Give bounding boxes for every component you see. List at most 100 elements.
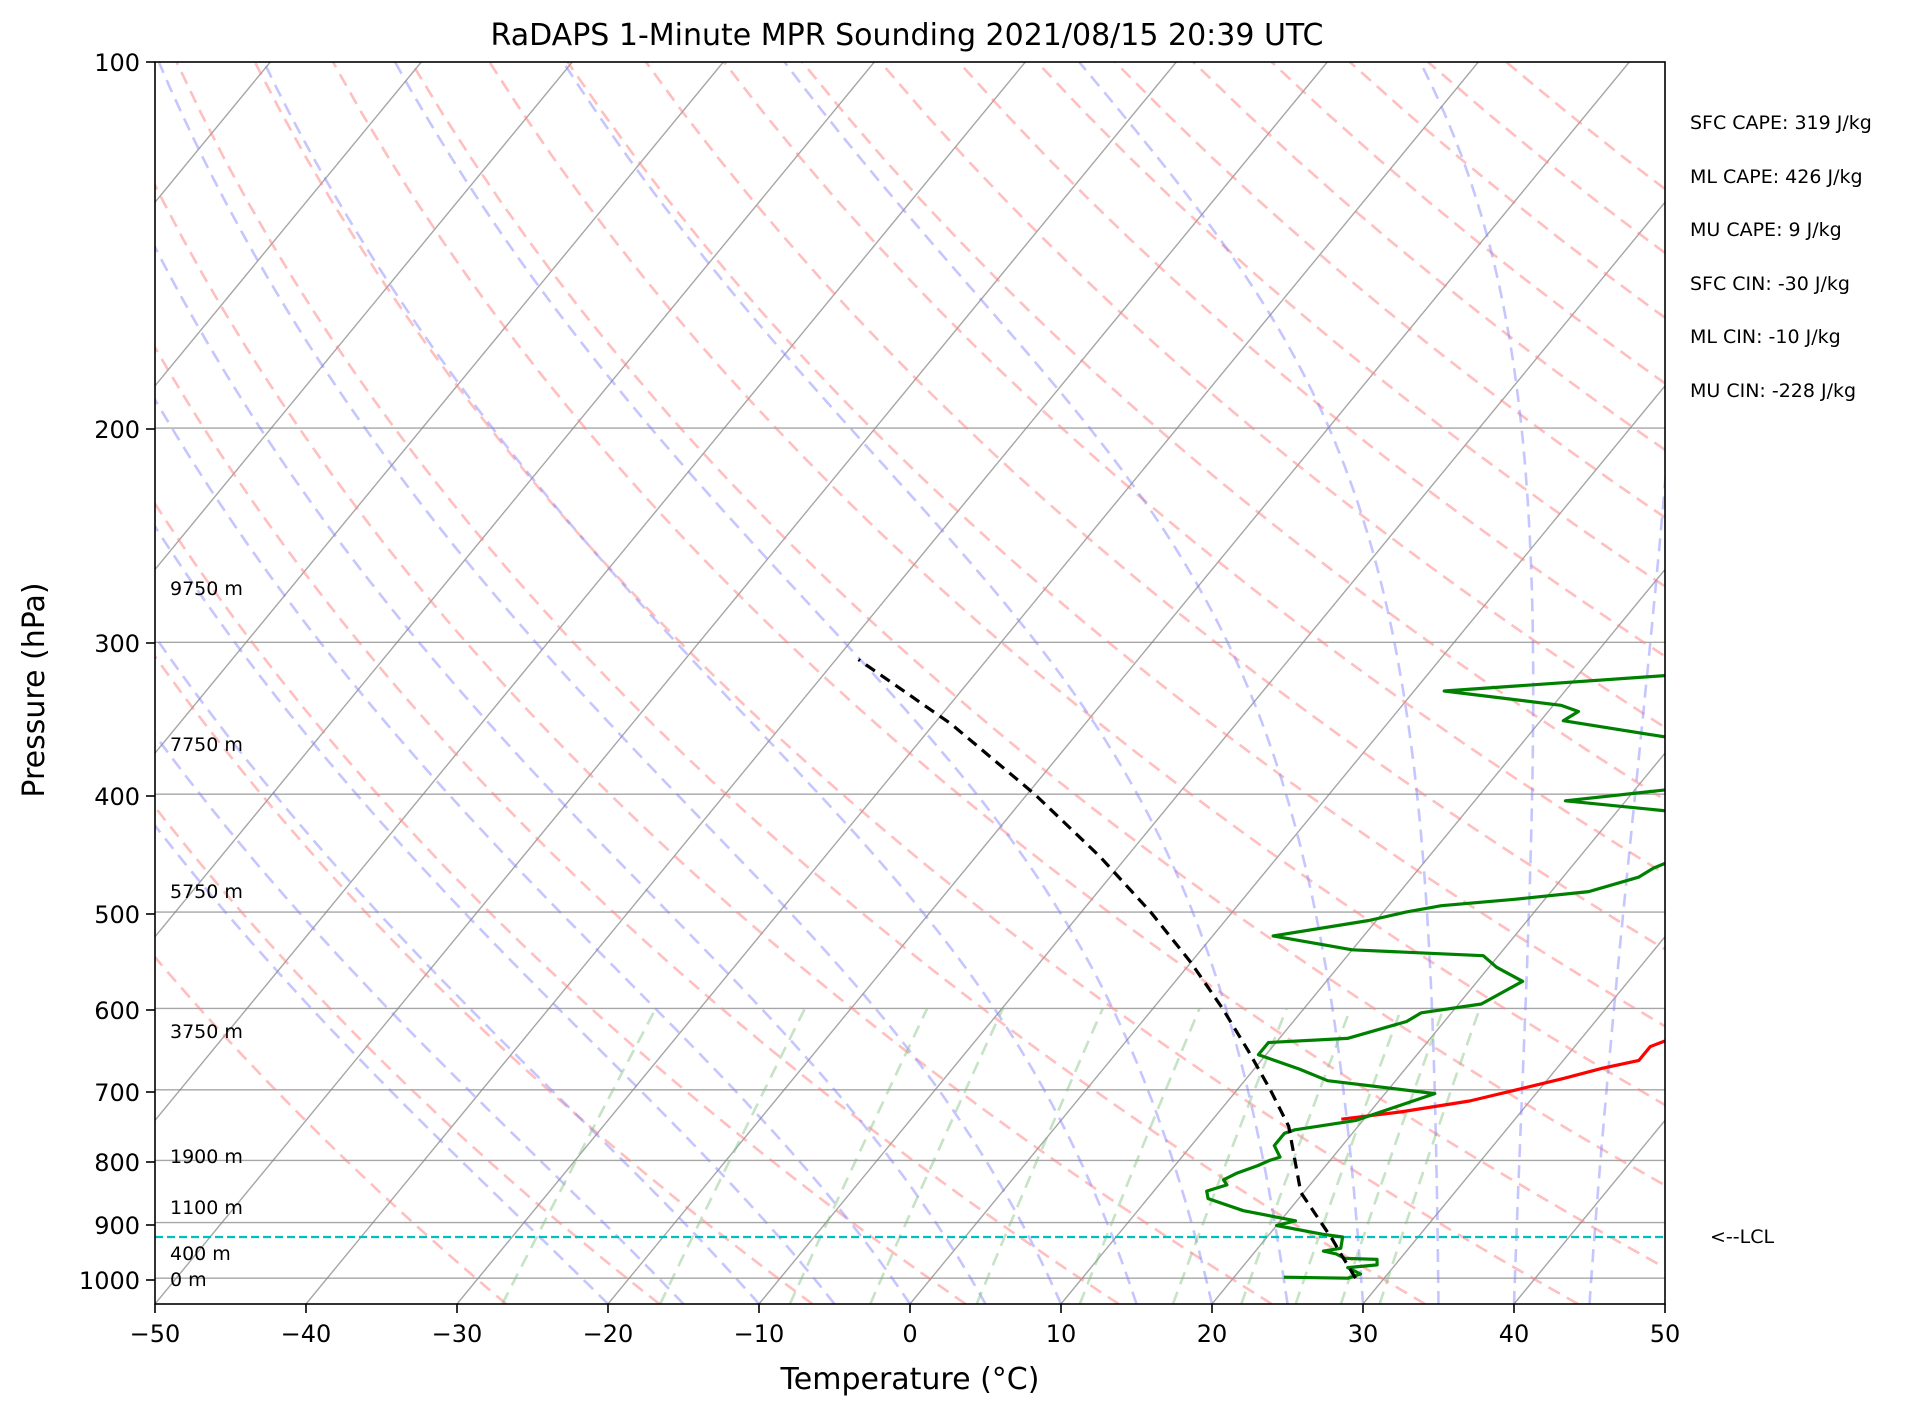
x-axis-label: Temperature (°C) bbox=[780, 1362, 1040, 1397]
x-tick-label: −30 bbox=[432, 1320, 483, 1348]
dry-adiabat-line bbox=[801, 62, 1665, 802]
mu-cape-label: MU CAPE: 9 J/kg bbox=[1690, 219, 1842, 241]
mixing-ratio-line bbox=[1078, 1007, 1201, 1304]
dry-adiabat-line bbox=[410, 62, 1665, 1187]
moist-adiabat-line bbox=[157, 62, 1063, 1304]
moist-adiabat-line bbox=[1419, 62, 1535, 1304]
dry-adiabat-line bbox=[155, 501, 967, 1304]
mixing-ratio-line bbox=[869, 1007, 1005, 1304]
isotherm-line bbox=[456, 62, 1479, 1304]
sfc-cape-label: SFC CAPE: 319 J/kg bbox=[1690, 112, 1872, 134]
ml-cape-label: ML CAPE: 426 J/kg bbox=[1690, 166, 1863, 188]
y-tick-label: 300 bbox=[94, 630, 140, 658]
dry-adiabat-line bbox=[488, 62, 1665, 1107]
x-tick-label: 50 bbox=[1650, 1320, 1681, 1348]
lcl-label: <--LCL bbox=[1710, 1226, 1774, 1248]
isotherm-line bbox=[155, 62, 573, 571]
moist-adiabat-line bbox=[1588, 467, 1665, 1304]
moist-adiabat-line bbox=[155, 634, 760, 1304]
y-tick-label: 1000 bbox=[79, 1267, 140, 1295]
dry-adiabat-line bbox=[155, 955, 508, 1304]
y-tick-label: 100 bbox=[94, 49, 140, 77]
mixing-ratio-line bbox=[788, 1007, 929, 1304]
x-axis: −50 −40 −30 −20 −10 0 10 20 30 40 50 bbox=[130, 1304, 1681, 1348]
x-tick-label: −40 bbox=[281, 1320, 332, 1348]
height-label: 9750 m bbox=[170, 578, 243, 600]
moist-adiabat-line bbox=[155, 244, 987, 1304]
isotherm-line bbox=[155, 62, 1026, 1122]
y-tick-label: 700 bbox=[94, 1079, 140, 1107]
dry-adiabat-line bbox=[253, 62, 1579, 1304]
height-label: 3750 m bbox=[170, 1021, 243, 1043]
x-tick-label: −10 bbox=[734, 1320, 785, 1348]
dry-adiabat-line bbox=[155, 182, 1273, 1304]
y-tick-label: 800 bbox=[94, 1149, 140, 1177]
moist-adiabat-line bbox=[155, 732, 685, 1304]
y-axis: 100 200 300 400 500 600 700 800 900 1000 bbox=[79, 49, 155, 1295]
moist-adiabat-line bbox=[783, 62, 1365, 1304]
dry-adiabat-line bbox=[331, 62, 1665, 1270]
moist-adiabat-line bbox=[155, 397, 912, 1304]
dry-adiabat-line bbox=[723, 62, 1665, 876]
y-tick-label: 900 bbox=[94, 1212, 140, 1240]
x-tick-label: −50 bbox=[130, 1320, 181, 1348]
mixing-ratio-line bbox=[501, 1007, 657, 1304]
isotherm-line bbox=[155, 62, 724, 755]
height-label: 400 m bbox=[170, 1243, 231, 1265]
dry-adiabat-lines bbox=[155, 62, 1665, 1304]
x-tick-label: 30 bbox=[1348, 1320, 1379, 1348]
y-tick-label: 600 bbox=[94, 997, 140, 1025]
isotherm-line bbox=[155, 62, 422, 387]
mixing-ratio-line bbox=[1339, 1007, 1445, 1304]
x-tick-label: 0 bbox=[902, 1320, 917, 1348]
dry-adiabat-line bbox=[644, 62, 1665, 951]
temperature-line bbox=[1341, 1039, 1665, 1121]
isotherm-line bbox=[909, 384, 1665, 1304]
moist-adiabat-line bbox=[1078, 62, 1440, 1304]
moist-adiabat-lines bbox=[155, 62, 1665, 1304]
mixing-ratio-line bbox=[1240, 1007, 1352, 1304]
y-tick-label: 200 bbox=[94, 416, 140, 444]
dry-adiabat-line bbox=[155, 344, 1120, 1304]
height-label: 0 m bbox=[170, 1269, 207, 1291]
x-tick-label: 10 bbox=[1046, 1320, 1077, 1348]
background-lines bbox=[155, 62, 1665, 1304]
mu-cin-label: MU CIN: -228 J/kg bbox=[1690, 380, 1856, 402]
mixing-ratio-line bbox=[658, 1007, 807, 1304]
isotherm-line bbox=[305, 62, 1328, 1304]
mixing-ratio-lines bbox=[501, 1007, 1482, 1304]
y-tick-label: 500 bbox=[94, 901, 140, 929]
isotherm-line bbox=[155, 62, 1177, 1304]
height-label: 7750 m bbox=[170, 734, 243, 756]
sfc-cin-label: SFC CIN: -30 J/kg bbox=[1690, 273, 1850, 295]
isobar-gridlines bbox=[155, 427, 1665, 1279]
x-tick-label: 20 bbox=[1197, 1320, 1228, 1348]
height-label: 1100 m bbox=[170, 1197, 243, 1219]
isotherm-line bbox=[155, 62, 875, 938]
moist-adiabat-line bbox=[155, 823, 609, 1304]
mixing-ratio-line bbox=[1378, 1007, 1482, 1304]
dewpoint-line bbox=[1205, 673, 1665, 1280]
x-tick-label: 40 bbox=[1499, 1320, 1530, 1348]
isotherm-line bbox=[1211, 752, 1665, 1304]
dry-adiabat-line bbox=[155, 654, 814, 1304]
y-axis-label: Pressure (hPa) bbox=[17, 582, 52, 797]
dry-adiabat-line bbox=[155, 805, 661, 1304]
moist-adiabat-line bbox=[155, 524, 836, 1304]
dry-adiabat-line bbox=[566, 62, 1665, 1028]
mixing-ratio-line bbox=[1294, 1007, 1403, 1304]
dry-adiabat-line bbox=[175, 62, 1426, 1304]
moist-adiabat-line bbox=[262, 62, 1138, 1304]
isotherm-line bbox=[607, 62, 1630, 1304]
isotherm-line bbox=[1362, 935, 1665, 1304]
y-tick-label: 400 bbox=[94, 783, 140, 811]
height-labels: 9750 m 7750 m 5750 m 3750 m 1900 m 1100 … bbox=[170, 578, 243, 1291]
sounding-traces bbox=[155, 658, 1665, 1280]
chart-title: RaDAPS 1-Minute MPR Sounding 2021/08/15 … bbox=[491, 18, 1324, 53]
height-label: 1900 m bbox=[170, 1146, 243, 1168]
height-label: 5750 m bbox=[170, 881, 243, 903]
mixing-ratio-line bbox=[975, 1007, 1104, 1304]
x-tick-label: −20 bbox=[583, 1320, 634, 1348]
ml-cin-label: ML CIN: -10 J/kg bbox=[1690, 326, 1841, 348]
